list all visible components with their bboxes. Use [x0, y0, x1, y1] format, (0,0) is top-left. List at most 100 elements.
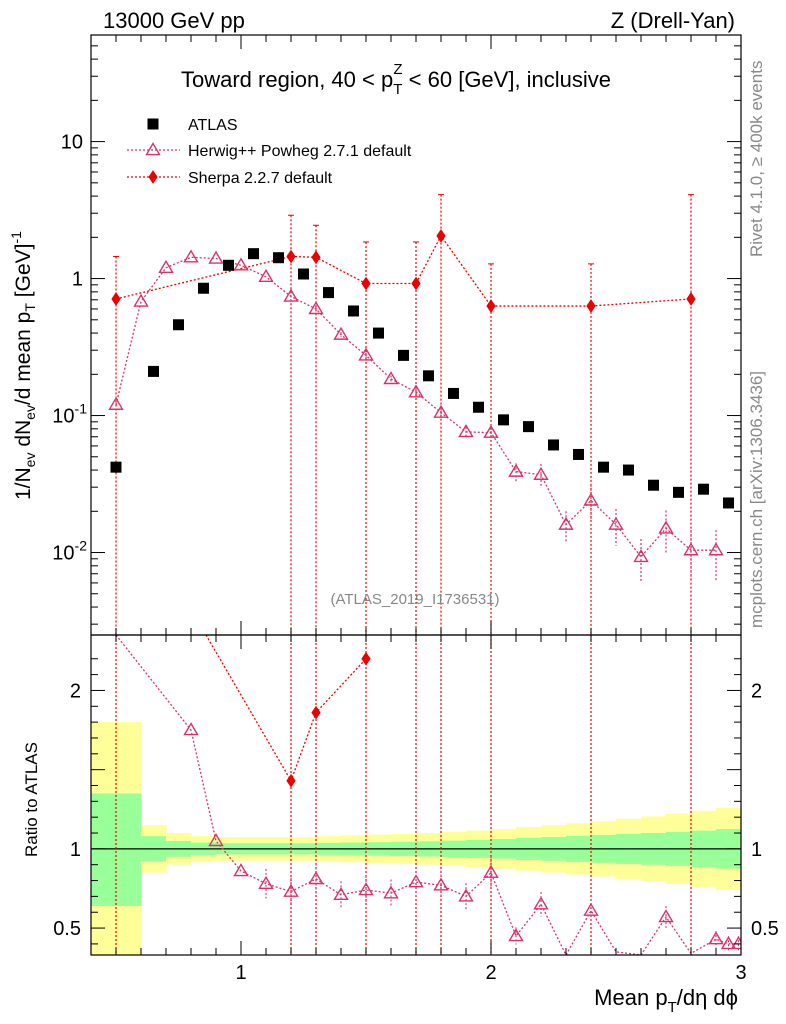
sherpa-point: [311, 250, 321, 265]
herwig-ratio-point: [258, 875, 274, 889]
atlas-point: [148, 365, 159, 377]
sherpa-point: [361, 276, 371, 291]
atlas-point: [110, 461, 122, 473]
atlas-point: [398, 349, 409, 361]
herwig-ratio-point: [730, 936, 741, 950]
herwig-point: [658, 520, 674, 534]
atlas-point: [248, 248, 259, 260]
y-tick-label: 10-1: [52, 401, 87, 428]
atlas-point: [648, 479, 659, 491]
ratio-tick-label-right: 2: [751, 680, 762, 702]
header-right: Z (Drell-Yan): [611, 8, 735, 33]
x-tick-label: 3: [735, 962, 746, 984]
sherpa-line: [115, 234, 692, 307]
watermark: (ATLAS_2019_I1736531): [330, 591, 499, 608]
herwig-ratio-point: [333, 886, 349, 901]
atlas-point: [273, 252, 284, 264]
ratio-panel: 1 2 30.5 0.51 12 2: [53, 634, 779, 984]
atlas-point: [698, 483, 709, 495]
atlas-point: [298, 268, 309, 280]
x-tick-label: 1: [235, 962, 246, 984]
herwig-ratio-point: [308, 871, 324, 885]
atlas-point: [573, 448, 584, 460]
legend-marker-atlas: [147, 118, 159, 130]
herwig-ratio-point: [233, 863, 249, 877]
x-axis-label: Mean pT/dη dϕ: [594, 985, 738, 1016]
atlas-point: [173, 319, 184, 331]
y-tick-label: 1: [72, 269, 83, 291]
herwig-point: [533, 466, 549, 480]
atlas-point: [598, 461, 609, 473]
atlas-point: [448, 387, 459, 399]
herwig-point: [158, 259, 174, 273]
band-green: [91, 793, 142, 906]
herwig-point: [633, 548, 649, 563]
herwig-ratio-point: [508, 928, 524, 942]
herwig-point: [183, 249, 199, 263]
herwig-ratio-point: [483, 864, 499, 878]
x-tick-label: 2: [485, 962, 496, 984]
main-panel: 10-2 10-1 1 10: [52, 34, 742, 636]
herwig-point: [358, 347, 374, 361]
atlas-point: [523, 421, 534, 433]
herwig-point: [683, 542, 699, 556]
herwig-point: [233, 257, 249, 271]
herwig-point: [383, 371, 399, 385]
ratio-y-axis-label: Ratio to ATLAS: [22, 742, 41, 857]
herwig-point: [408, 384, 424, 398]
sherpa-point: [286, 249, 296, 264]
ratio-tick-label-right: 0.5: [751, 918, 779, 940]
atlas-point: [673, 486, 684, 498]
herwig-point: [308, 301, 324, 315]
atlas-point: [373, 327, 384, 339]
herwig-line: [115, 256, 716, 558]
herwig-point: [283, 288, 299, 302]
sherpa-ratio-point: [311, 705, 321, 720]
herwig-point: [708, 542, 724, 556]
sherpa-point: [411, 276, 421, 291]
herwig-ratio-point: [658, 909, 674, 923]
herwig-point: [133, 293, 149, 307]
herwig-point: [333, 326, 349, 340]
atlas-point: [623, 464, 634, 476]
legend-label: Sherpa 2.2.7 default: [188, 170, 333, 187]
herwig-ratio-point: [433, 877, 449, 891]
herwig-point: [108, 396, 124, 410]
sherpa-point: [686, 292, 696, 306]
sherpa-point: [486, 299, 496, 313]
herwig-ratio-point: [533, 896, 549, 910]
ratio-tick-label: 0.5: [53, 918, 81, 940]
herwig-point: [458, 423, 474, 438]
ratio-tick-label: 1: [70, 839, 81, 861]
legend: ATLAS Herwig++ Powheg 2.7.1 default Sherpa…: [127, 117, 412, 187]
herwig-ratio-point: [208, 833, 224, 847]
herwig-point: [558, 516, 574, 530]
sherpa-ratio-point: [286, 773, 296, 788]
atlas-point: [323, 287, 334, 299]
sherpa-point: [586, 299, 596, 313]
sherpa-point: [436, 228, 446, 243]
herwig-ratio-point: [358, 882, 374, 896]
legend-marker-herwig: [145, 142, 161, 156]
legend-label: Herwig++ Powheg 2.7.1 default: [188, 143, 412, 160]
chart-title: Toward region, 40 < pTZ < 60 [GeV], incl…: [181, 61, 611, 98]
y-tick-label: 10-2: [52, 538, 87, 565]
sherpa-ratio-point: [361, 651, 371, 666]
ratio-tick-label-right: 1: [751, 839, 762, 861]
atlas-point: [198, 282, 209, 294]
mcplots-label: mcplots.cern.ch [arXiv:1306.3436]: [747, 371, 766, 628]
herwig-ratio-point: [383, 885, 399, 899]
sherpa-point: [111, 292, 121, 306]
atlas-point: [348, 305, 359, 317]
atlas-point: [498, 414, 509, 426]
herwig-point: [483, 424, 499, 438]
herwig-ratio-point: [183, 722, 199, 736]
herwig-point: [583, 492, 599, 506]
sherpa-ratio-line: [205, 635, 367, 783]
ratio-tick-label: 2: [70, 680, 81, 702]
herwig-point: [258, 268, 274, 283]
legend-marker-sherpa: [148, 170, 158, 184]
herwig-point: [433, 404, 449, 418]
herwig-ratio-point: [720, 936, 737, 950]
